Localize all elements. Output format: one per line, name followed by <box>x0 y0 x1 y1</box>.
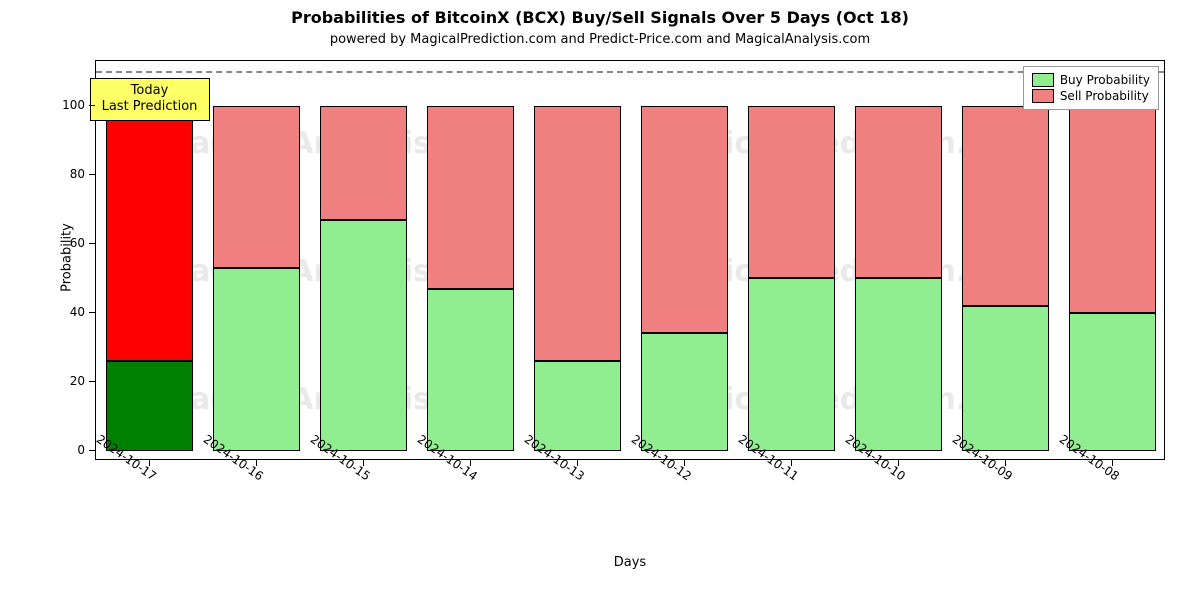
legend: Buy Probability Sell Probability <box>1023 66 1159 110</box>
buy-bar <box>855 278 943 450</box>
legend-item: Sell Probability <box>1032 89 1150 103</box>
buy-bar <box>641 333 729 450</box>
chart-title: Probabilities of BitcoinX (BCX) Buy/Sell… <box>0 8 1200 27</box>
legend-swatch <box>1032 89 1054 103</box>
reference-line <box>96 71 1164 73</box>
y-tick-label: 60 <box>45 236 85 250</box>
plot-area: MagicalAnalysis.comMagicalPrediction.com… <box>95 60 1165 460</box>
buy-bar <box>427 289 515 451</box>
sell-bar <box>855 106 943 278</box>
y-tick <box>89 381 95 382</box>
sell-bar <box>641 106 729 334</box>
y-tick <box>89 243 95 244</box>
y-tick <box>89 450 95 451</box>
y-tick <box>89 312 95 313</box>
y-tick-label: 0 <box>45 443 85 457</box>
annotation-line1: Today <box>101 83 199 99</box>
buy-bar <box>106 361 194 451</box>
today-annotation: TodayLast Prediction <box>90 78 210 121</box>
buy-bar <box>320 220 408 451</box>
sell-bar <box>534 106 622 361</box>
buy-bar <box>748 278 836 450</box>
legend-swatch <box>1032 73 1054 87</box>
buy-bar <box>213 268 301 451</box>
y-tick-label: 40 <box>45 305 85 319</box>
y-tick-label: 20 <box>45 374 85 388</box>
buy-bar <box>962 306 1050 451</box>
sell-bar <box>962 106 1050 306</box>
sell-bar <box>213 106 301 268</box>
y-tick-label: 100 <box>45 98 85 112</box>
legend-label: Sell Probability <box>1060 89 1149 103</box>
buy-bar <box>1069 313 1157 451</box>
legend-label: Buy Probability <box>1060 73 1150 87</box>
sell-bar <box>427 106 515 289</box>
sell-bar <box>748 106 836 278</box>
annotation-line2: Last Prediction <box>101 99 199 115</box>
y-tick <box>89 105 95 106</box>
y-tick-label: 80 <box>45 167 85 181</box>
y-axis-label: Probability <box>60 208 75 308</box>
buy-bar <box>534 361 622 451</box>
x-axis-label: Days <box>95 555 1165 570</box>
sell-bar <box>320 106 408 220</box>
sell-bar <box>106 106 194 361</box>
y-tick <box>89 174 95 175</box>
sell-bar <box>1069 106 1157 313</box>
legend-item: Buy Probability <box>1032 73 1150 87</box>
chart-subtitle: powered by MagicalPrediction.com and Pre… <box>0 32 1200 47</box>
